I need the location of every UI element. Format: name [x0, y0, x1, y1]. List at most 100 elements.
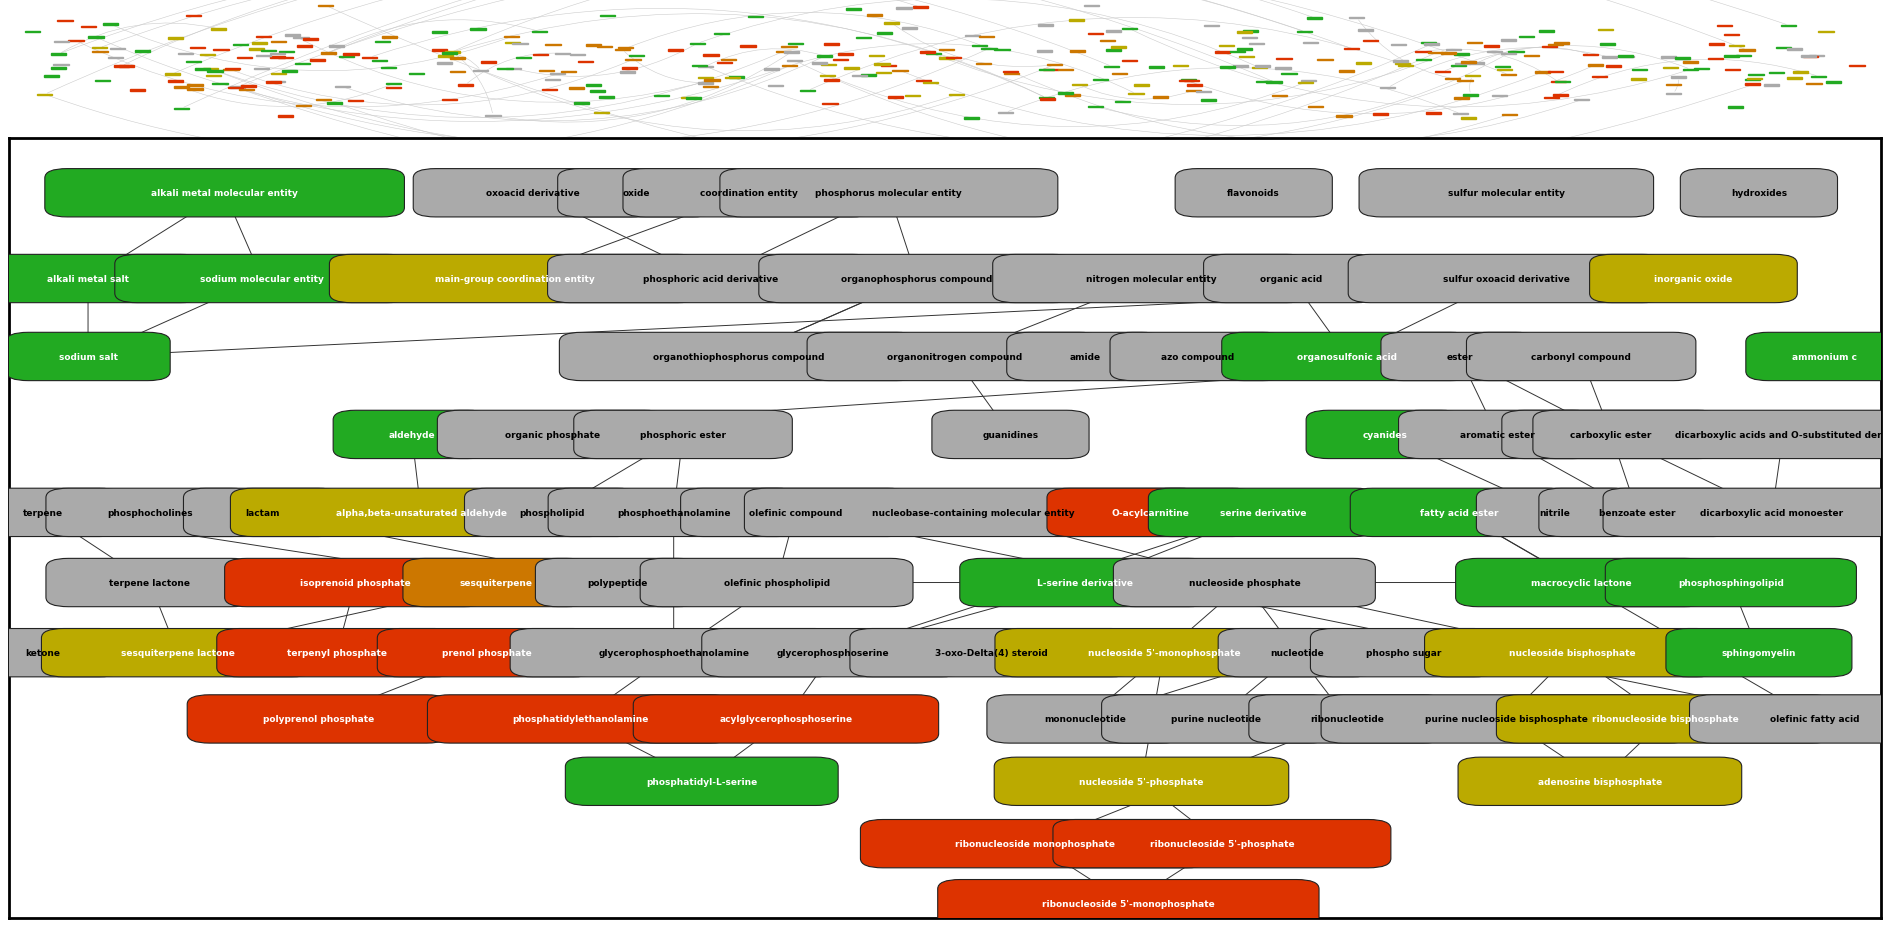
Bar	[278, 57, 293, 59]
Bar	[1496, 70, 1511, 71]
Text: purine nucleotide: purine nucleotide	[1171, 715, 1260, 724]
FancyBboxPatch shape	[465, 489, 638, 537]
Bar	[1251, 68, 1266, 70]
FancyBboxPatch shape	[1745, 333, 1889, 381]
Bar	[691, 66, 706, 67]
Bar	[620, 72, 635, 73]
Bar	[1708, 44, 1723, 45]
Bar	[833, 59, 848, 61]
Bar	[1339, 71, 1354, 72]
Bar	[302, 39, 317, 41]
FancyBboxPatch shape	[0, 629, 121, 677]
FancyBboxPatch shape	[623, 170, 873, 218]
Text: azo compound: azo compound	[1160, 352, 1234, 362]
Bar	[905, 95, 920, 97]
FancyBboxPatch shape	[1305, 411, 1462, 459]
Bar	[895, 8, 910, 9]
Bar	[1787, 49, 1802, 51]
Text: phosphatidylethanolamine: phosphatidylethanolamine	[512, 715, 648, 724]
Text: carbonyl compound: carbonyl compound	[1530, 352, 1630, 362]
Text: nitrogen molecular entity: nitrogen molecular entity	[1084, 274, 1215, 284]
Bar	[255, 56, 270, 57]
FancyBboxPatch shape	[807, 333, 1101, 381]
Bar	[1237, 32, 1252, 33]
Bar	[236, 57, 251, 59]
Bar	[225, 69, 240, 70]
FancyBboxPatch shape	[850, 629, 1133, 677]
FancyBboxPatch shape	[574, 411, 791, 459]
Bar	[1317, 60, 1332, 61]
Bar	[682, 97, 697, 99]
Bar	[174, 87, 189, 88]
Bar	[504, 43, 519, 44]
Text: inorganic oxide: inorganic oxide	[1653, 274, 1732, 284]
Bar	[93, 48, 108, 49]
Bar	[1490, 95, 1506, 97]
Bar	[1453, 114, 1468, 115]
Bar	[767, 86, 782, 87]
FancyBboxPatch shape	[931, 411, 1088, 459]
Bar	[189, 48, 204, 49]
Bar	[1666, 84, 1681, 86]
Bar	[1736, 56, 1751, 57]
Bar	[255, 37, 270, 38]
Bar	[1507, 52, 1523, 53]
Bar	[1630, 79, 1645, 81]
Bar	[824, 44, 839, 45]
Text: ribonucleoside monophosphate: ribonucleoside monophosphate	[954, 839, 1115, 848]
Bar	[270, 54, 285, 56]
Bar	[861, 75, 876, 77]
Bar	[1543, 98, 1558, 99]
Bar	[1354, 63, 1370, 65]
Bar	[1487, 52, 1502, 53]
FancyBboxPatch shape	[1113, 559, 1375, 607]
Bar	[1553, 95, 1568, 96]
Bar	[504, 37, 519, 38]
Bar	[697, 78, 712, 79]
Bar	[1215, 52, 1230, 54]
Bar	[944, 58, 960, 59]
Text: mononucleotide: mononucleotide	[1045, 715, 1126, 724]
FancyBboxPatch shape	[230, 489, 612, 537]
Bar	[1239, 57, 1254, 58]
Bar	[208, 71, 223, 73]
Text: sphingomyelin: sphingomyelin	[1721, 649, 1795, 657]
Text: terpene lactone: terpene lactone	[110, 578, 191, 588]
Text: ribonucleoside 5'-phosphate: ribonucleoside 5'-phosphate	[1149, 839, 1294, 848]
FancyBboxPatch shape	[548, 255, 875, 303]
Text: aldehyde: aldehyde	[389, 430, 434, 439]
Bar	[1662, 68, 1677, 69]
Bar	[310, 60, 325, 62]
Bar	[1254, 66, 1269, 68]
Text: ester: ester	[1445, 352, 1472, 362]
Bar	[1281, 73, 1296, 75]
FancyBboxPatch shape	[1604, 559, 1855, 607]
Bar	[705, 80, 720, 82]
Bar	[782, 66, 797, 67]
FancyBboxPatch shape	[1455, 559, 1706, 607]
Bar	[869, 56, 884, 57]
Bar	[238, 90, 253, 91]
Bar	[884, 23, 899, 24]
Bar	[569, 88, 584, 90]
FancyBboxPatch shape	[535, 559, 699, 607]
Bar	[1793, 72, 1808, 73]
Bar	[53, 42, 68, 44]
Bar	[187, 16, 202, 18]
Bar	[261, 51, 276, 53]
Bar	[1519, 37, 1534, 38]
Text: ribonucleoside bisphosphate: ribonucleoside bisphosphate	[1591, 715, 1738, 724]
Bar	[1003, 73, 1018, 75]
Bar	[1494, 67, 1509, 69]
Bar	[278, 116, 293, 118]
Bar	[1343, 49, 1358, 50]
Bar	[837, 55, 852, 56]
Bar	[1307, 107, 1322, 108]
Bar	[457, 85, 472, 86]
Text: aromatic ester: aromatic ester	[1458, 430, 1534, 439]
Bar	[363, 57, 378, 58]
Bar	[338, 57, 353, 58]
Text: polypeptide: polypeptide	[587, 578, 648, 588]
FancyBboxPatch shape	[1679, 170, 1836, 218]
Bar	[1302, 43, 1317, 44]
